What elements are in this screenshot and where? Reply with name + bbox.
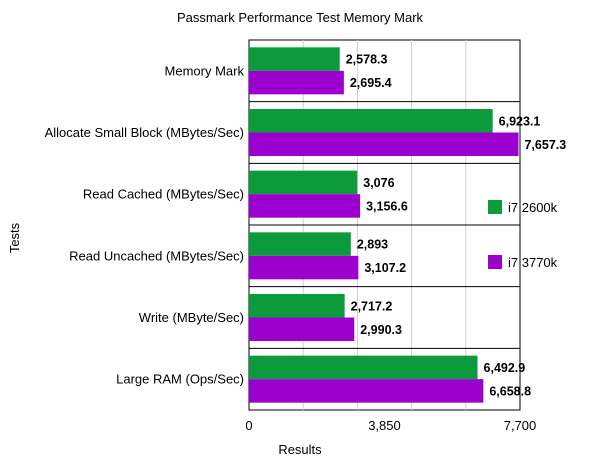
category-label: Read Cached (MBytes/Sec) (83, 187, 244, 202)
category-label: Write (MByte/Sec) (139, 310, 244, 325)
category-labels: Memory Mark Allocate Small Block (MBytes/… (45, 63, 245, 386)
y-axis-title: Tests (7, 222, 22, 253)
bar-i7-3770k (249, 70, 344, 95)
x-tick-label: 7,700 (504, 418, 537, 433)
x-tick-label: 0 (245, 418, 252, 433)
bar-i7-2600k (249, 109, 493, 133)
bar-i7-2600k (249, 355, 478, 380)
bar-i7-3770k (249, 132, 519, 156)
bar-i7-3770k (249, 317, 355, 341)
data-label: 2,990.3 (360, 323, 402, 337)
data-label: 7,657.3 (524, 138, 566, 152)
x-tick-labels: 0 3,850 7,700 (245, 418, 536, 433)
data-label: 2,578.3 (346, 53, 388, 67)
bars (249, 47, 519, 403)
legend-swatch (488, 200, 502, 214)
bar-i7-2600k (249, 170, 358, 195)
bar-i7-2600k (249, 294, 345, 318)
data-label: 6,923.1 (499, 114, 541, 128)
data-label: 6,658.8 (489, 384, 531, 398)
data-label: 3,076 (363, 176, 394, 190)
data-label: 2,695.4 (350, 76, 392, 90)
bar-i7-3770k (249, 255, 359, 280)
data-label: 2,717.2 (351, 299, 393, 313)
value-labels: 2,578.3 2,695.4 6,923.1 7,657.3 3,076 3,156.6… (346, 53, 567, 399)
legend-label: i7 3770k (508, 255, 558, 270)
x-tick-label: 3,850 (368, 418, 401, 433)
data-label: 6,492.9 (484, 361, 526, 375)
legend-swatch (488, 255, 502, 269)
x-axis-title: Results (278, 442, 322, 457)
data-label: 3,156.6 (366, 199, 408, 213)
category-label: Read Uncached (MBytes/Sec) (69, 248, 244, 263)
bar-i7-3770k (249, 194, 361, 218)
grid (248, 39, 521, 411)
bar-i7-2600k (249, 47, 340, 71)
bar-i7-3770k (249, 379, 484, 403)
legend: i7 2600k i7 3770k (488, 200, 558, 270)
bar-i7-2600k (249, 232, 351, 256)
category-label: Allocate Small Block (MBytes/Sec) (45, 125, 244, 140)
chart-title: Passmark Performance Test Memory Mark (177, 10, 424, 25)
category-label: Large RAM (Ops/Sec) (116, 372, 244, 387)
category-label: Memory Mark (165, 63, 245, 78)
data-label: 3,107.2 (364, 261, 406, 275)
legend-label: i7 2600k (508, 200, 558, 215)
data-label: 2,893 (357, 238, 388, 252)
